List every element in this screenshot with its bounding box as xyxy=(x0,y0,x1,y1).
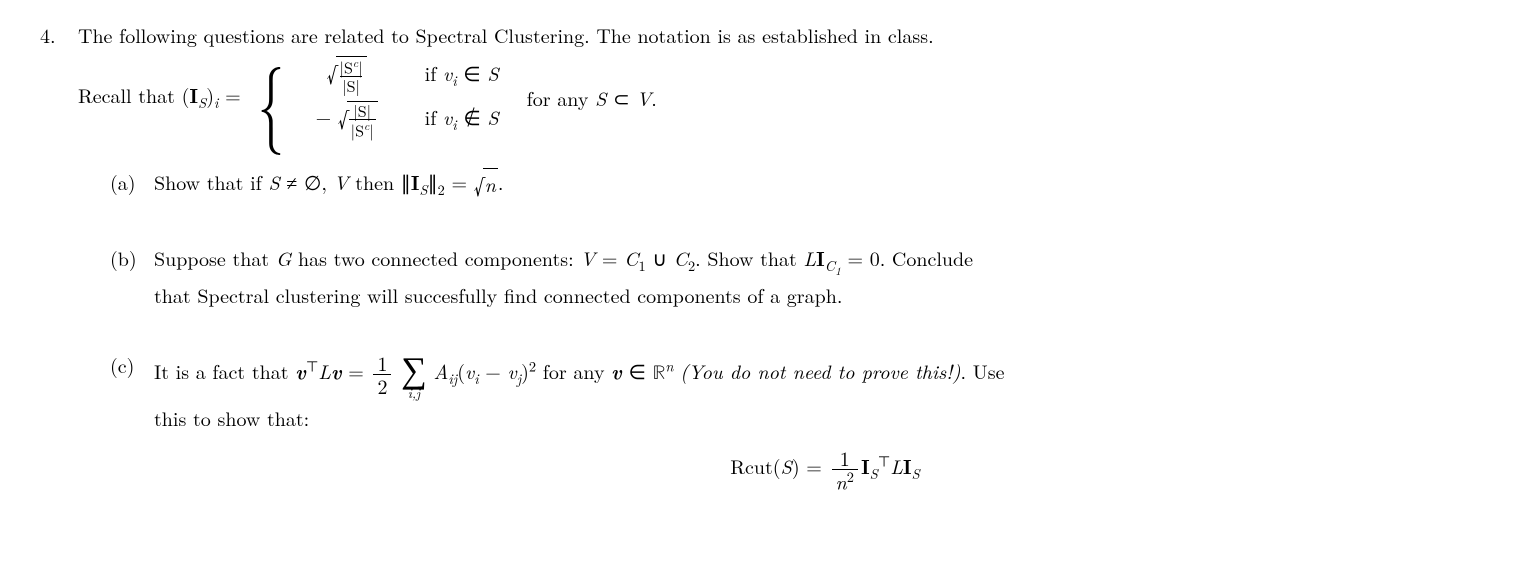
sqrt-icon: √ |Sc| |S| xyxy=(327,56,367,95)
part-b-line2: that Spectral clustering will succesfull… xyxy=(154,280,1496,310)
sqrt-icon: √ |S| |Sc| xyxy=(338,101,378,140)
part-a: (a) Show that if S ≠ ∅, V then ∥IS∥2 = √… xyxy=(110,167,1496,203)
fraction: |S| |Sc| xyxy=(349,102,376,140)
part-c: (c) It is a fact that v⊤Lv = 12 ∑i,j Aij… xyxy=(110,350,1496,493)
recall-prefix: Recall that (IS)i = xyxy=(78,80,241,115)
part-a-label: (a) xyxy=(110,167,154,197)
cases-brace: { √ |Sc| |S| xyxy=(247,56,499,139)
case-2-condition: if vi ∈ S xyxy=(425,102,499,137)
part-c-equation: Rcut(S) = 1n2IS⊤LIS xyxy=(154,447,1496,493)
recall-suffix: for any S ⊂ V. xyxy=(527,83,657,113)
fraction: |Sc| |S| xyxy=(338,57,365,95)
recall-definition: Recall that (IS)i = { √ |Sc| |S| xyxy=(78,56,1496,139)
problem-4: 4. The following questions are related t… xyxy=(40,20,1496,503)
problem-body: The following questions are related to S… xyxy=(78,20,1496,503)
problem-number: 4. xyxy=(40,20,78,50)
notin-icon: ∈ xyxy=(463,102,480,132)
part-c-label: (c) xyxy=(110,350,154,380)
intro-text: The following questions are related to S… xyxy=(78,20,1496,50)
cases: √ |Sc| |S| if vi ∈ S xyxy=(287,56,499,139)
part-b-label: (b) xyxy=(110,243,154,273)
part-c-line1: It is a fact that v⊤Lv = 12 ∑i,j Aij(vi … xyxy=(154,350,1496,400)
fraction-1-n2: 1n2 xyxy=(832,447,858,493)
case-1-condition: if vi ∈ S xyxy=(425,58,499,93)
summation-icon: ∑i,j xyxy=(401,350,427,400)
fraction-half: 12 xyxy=(373,352,391,397)
sqrt-icon: √n xyxy=(474,168,498,203)
part-c-line2: this to show that: xyxy=(154,403,1496,433)
left-brace-icon: { xyxy=(257,62,283,132)
case-1: √ |Sc| |S| if vi ∈ S xyxy=(287,56,499,95)
part-b-line1: Suppose that G has two connected compone… xyxy=(154,243,1496,280)
case-2-expr: − √ |S| |Sc| xyxy=(287,101,407,140)
part-b-body: Suppose that G has two connected compone… xyxy=(154,243,1496,310)
part-c-body: It is a fact that v⊤Lv = 12 ∑i,j Aij(vi … xyxy=(154,350,1496,493)
case-1-expr: √ |Sc| |S| xyxy=(287,56,407,95)
case-2: − √ |S| |Sc| xyxy=(287,101,499,140)
part-b: (b) Suppose that G has two connected com… xyxy=(110,243,1496,310)
part-a-body: Show that if S ≠ ∅, V then ∥IS∥2 = √n. xyxy=(154,167,1496,203)
part-c-note: (You do not need to prove this!) xyxy=(680,356,960,385)
